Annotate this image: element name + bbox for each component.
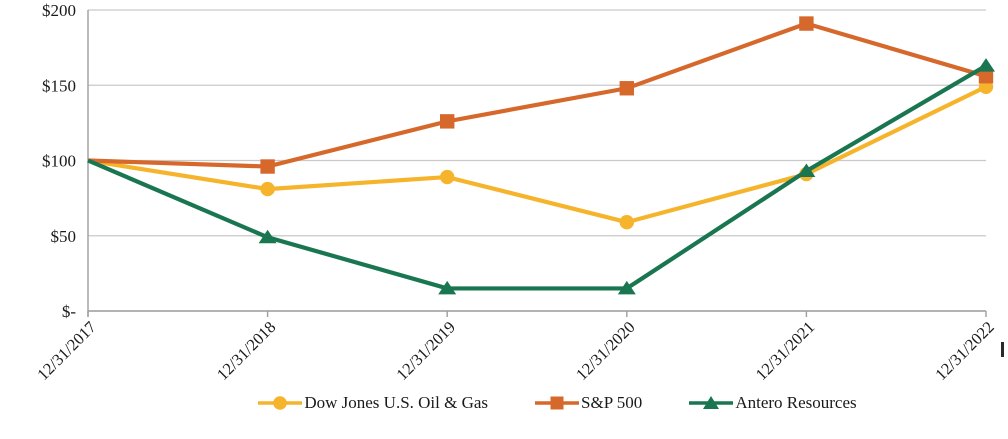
data-point-triangle bbox=[797, 163, 816, 178]
performance-line-chart: $200 $150 $100 $50 $-12/31/2017 12/31/2018 12/… bbox=[33, 1, 998, 384]
legend-item-antero-resources: Antero Resources bbox=[688, 393, 857, 413]
square-marker-icon bbox=[535, 396, 580, 410]
legend-label: Antero Resources bbox=[735, 393, 857, 412]
triangle-marker-icon bbox=[689, 396, 734, 409]
data-point-square bbox=[978, 69, 994, 84]
data-point-triangle bbox=[617, 280, 636, 295]
y-tick-label: $- bbox=[62, 302, 77, 321]
data-point-square bbox=[440, 114, 455, 129]
data-point-square bbox=[619, 81, 634, 96]
legend-label: Dow Jones U.S. Oil & Gas bbox=[304, 393, 489, 412]
x-tick-label: 12/31/2017 bbox=[33, 317, 100, 384]
data-point-circle bbox=[260, 181, 275, 197]
y-tick-label: $100 bbox=[42, 152, 76, 171]
legend-label: S&P 500 bbox=[581, 393, 643, 412]
data-point-triangle bbox=[438, 280, 457, 295]
series-line bbox=[87, 21, 987, 169]
legend-item-dow-jones-oil-gas: Dow Jones U.S. Oil & Gas bbox=[257, 393, 488, 413]
x-tick-label: 12/31/2022 bbox=[931, 317, 998, 384]
data-point-circle bbox=[619, 215, 634, 230]
x-tick-label: 12/31/2019 bbox=[392, 317, 459, 384]
screenshot-edge-artifact bbox=[1001, 342, 1004, 357]
y-tick-label: $200 bbox=[42, 1, 76, 20]
data-point-square bbox=[260, 159, 275, 174]
x-tick-label: 12/31/2021 bbox=[752, 317, 819, 384]
data-point-circle bbox=[440, 169, 455, 185]
chart-legend: Dow Jones U.S. Oil & Gas S&P 500 Antero … bbox=[53, 393, 1008, 413]
y-tick-label: $50 bbox=[51, 227, 77, 246]
circle-marker-icon bbox=[258, 396, 303, 410]
x-tick-label: 12/31/2018 bbox=[213, 317, 280, 384]
legend-item-sp500: S&P 500 bbox=[534, 393, 642, 413]
series-line bbox=[87, 84, 987, 225]
x-tick-label: 12/31/2020 bbox=[572, 317, 639, 384]
y-tick-label: $150 bbox=[42, 76, 76, 95]
data-point-square bbox=[799, 16, 814, 31]
data-point-triangle bbox=[258, 229, 277, 244]
data-point-triangle bbox=[977, 58, 995, 72]
series-line bbox=[87, 63, 988, 291]
